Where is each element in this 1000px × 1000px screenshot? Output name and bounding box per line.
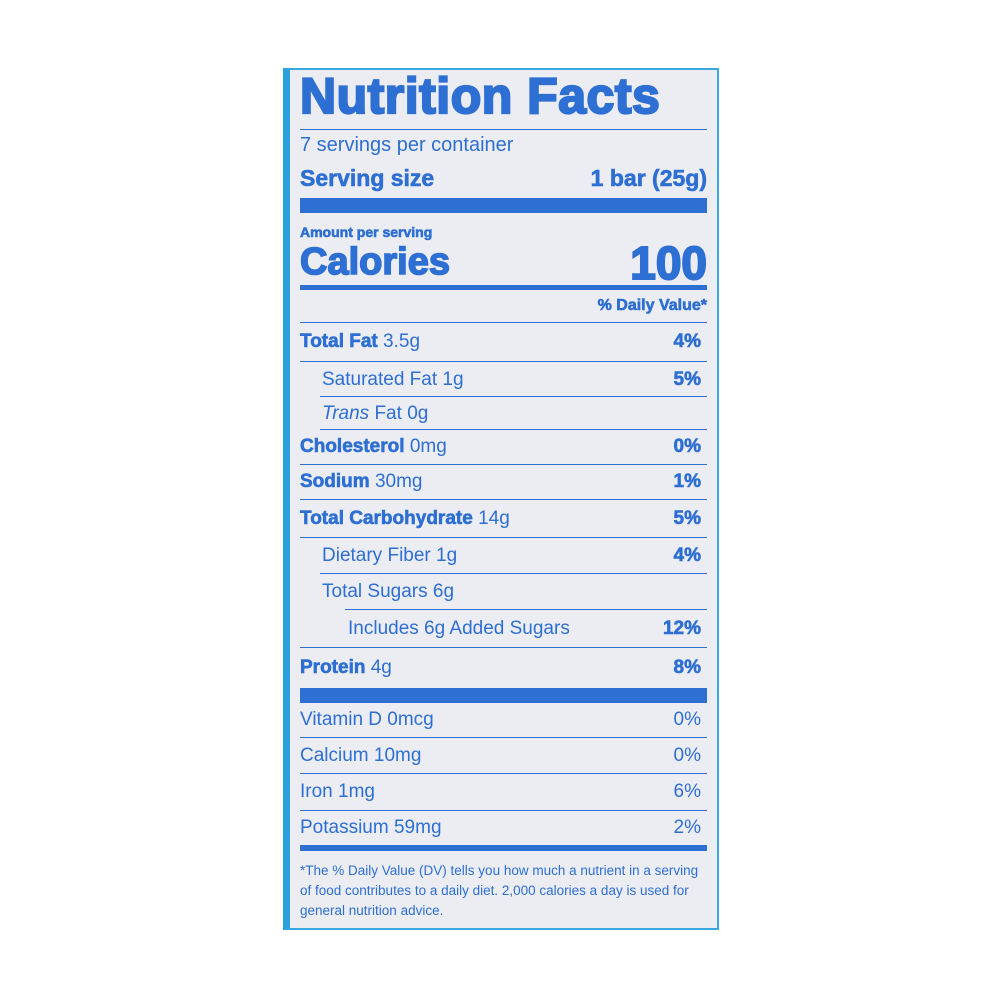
nutrient-name: Trans: [322, 402, 370, 424]
vitamin-row-vitamin-d: Vitamin D 0mcg 0%: [300, 703, 707, 738]
nutrient-dv: 12%: [662, 617, 702, 639]
daily-value-header: % Daily Value*: [300, 290, 707, 323]
serving-size-row: Serving size 1 bar (25g): [300, 161, 707, 213]
vitamin-row-calcium: Calcium 10mg 0%: [300, 738, 707, 774]
nutrient-dv: 5%: [673, 507, 701, 529]
nutrient-name: Total Carbohydrate: [300, 507, 473, 529]
nutrient-dv: 4%: [673, 331, 701, 353]
vitamin-name: Vitamin D 0mcg: [300, 709, 434, 730]
calories-row: Calories 100: [299, 236, 708, 290]
nutrient-name-suffix: Fat: [374, 402, 402, 424]
nutrient-dv: 8%: [673, 657, 701, 679]
nutrient-row-protein: Protein 4g 8%: [300, 648, 707, 703]
nutrient-row-added-sugars: Includes 6g Added Sugars 12%: [300, 610, 707, 648]
nutrient-row-saturated-fat: Saturated Fat 1g 5%: [300, 362, 707, 397]
vitamin-name: Potassium 59mg: [300, 817, 442, 838]
nutrient-amount: 1g: [436, 545, 458, 566]
nutrient-dv: 5%: [673, 368, 701, 390]
calories-value: 100: [629, 236, 708, 290]
daily-value-header-text: % Daily Value*: [597, 297, 707, 315]
vitamin-dv: 0%: [673, 744, 701, 766]
nutrient-name: Cholesterol: [300, 436, 405, 458]
nutrient-dv: 4%: [673, 545, 701, 567]
vitamin-dv: 6%: [673, 781, 701, 802]
nutrient-amount: 6g: [432, 581, 455, 602]
nutrient-row-trans-fat: Trans Fat 0g: [300, 397, 707, 430]
vitamin-name: Calcium 10mg: [300, 744, 422, 766]
nutrition-facts-label: Nutrition Facts 7 servings per container…: [283, 67, 719, 930]
nutrient-name: Total Sugars: [322, 581, 428, 602]
nutrient-name: Saturated Fat: [322, 368, 438, 390]
vitamin-row-iron: Iron 1mg 6%: [300, 774, 707, 811]
calories-label: Calories: [299, 240, 451, 284]
nutrient-amount: 14g: [478, 507, 510, 529]
nutrient-name: Dietary Fiber: [322, 545, 431, 566]
daily-value-footnote: *The % Daily Value (DV) tells you how mu…: [300, 863, 699, 918]
nutrient-row-cholesterol: Cholesterol 0mg 0%: [300, 430, 707, 465]
nutrient-name: Protein: [300, 657, 366, 679]
nutrient-row-dietary-fiber: Dietary Fiber 1g 4%: [300, 538, 707, 574]
nutrient-dv: 0%: [673, 436, 701, 458]
vitamin-name: Iron 1mg: [300, 781, 375, 802]
vitamin-dv: 0%: [673, 709, 701, 730]
nutrient-row-sodium: Sodium 30mg 1%: [300, 465, 707, 500]
nutrient-name: Includes 6g Added Sugars: [348, 617, 570, 639]
nutrient-amount: 3.5g: [383, 331, 421, 352]
nutrient-amount: 0mg: [409, 436, 447, 457]
nutrient-amount: 30mg: [374, 471, 423, 492]
nutrient-name: Total Fat: [300, 331, 378, 353]
nutrient-amount: 1g: [442, 368, 464, 390]
vitamin-dv: 2%: [673, 817, 701, 838]
vitamin-row-potassium: Potassium 59mg 2%: [300, 811, 707, 851]
serving-size-label: Serving size: [300, 165, 435, 192]
nutrient-row-total-carbohydrate: Total Carbohydrate 14g 5%: [300, 500, 707, 538]
label-title: Nutrition Facts: [299, 67, 707, 130]
nutrient-amount: 4g: [370, 657, 392, 678]
nutrient-dv: 1%: [673, 471, 701, 493]
nutrient-name: Sodium: [300, 471, 370, 493]
nutrient-row-total-fat: Total Fat 3.5g 4%: [300, 323, 707, 362]
nutrient-row-total-sugars: Total Sugars 6g: [300, 574, 707, 610]
nutrient-amount: 0g: [407, 402, 429, 424]
serving-size-value: 1 bar (25g): [590, 165, 707, 192]
servings-per-container: 7 servings per container: [300, 134, 514, 156]
amount-per-serving: Amount per serving: [300, 224, 433, 241]
